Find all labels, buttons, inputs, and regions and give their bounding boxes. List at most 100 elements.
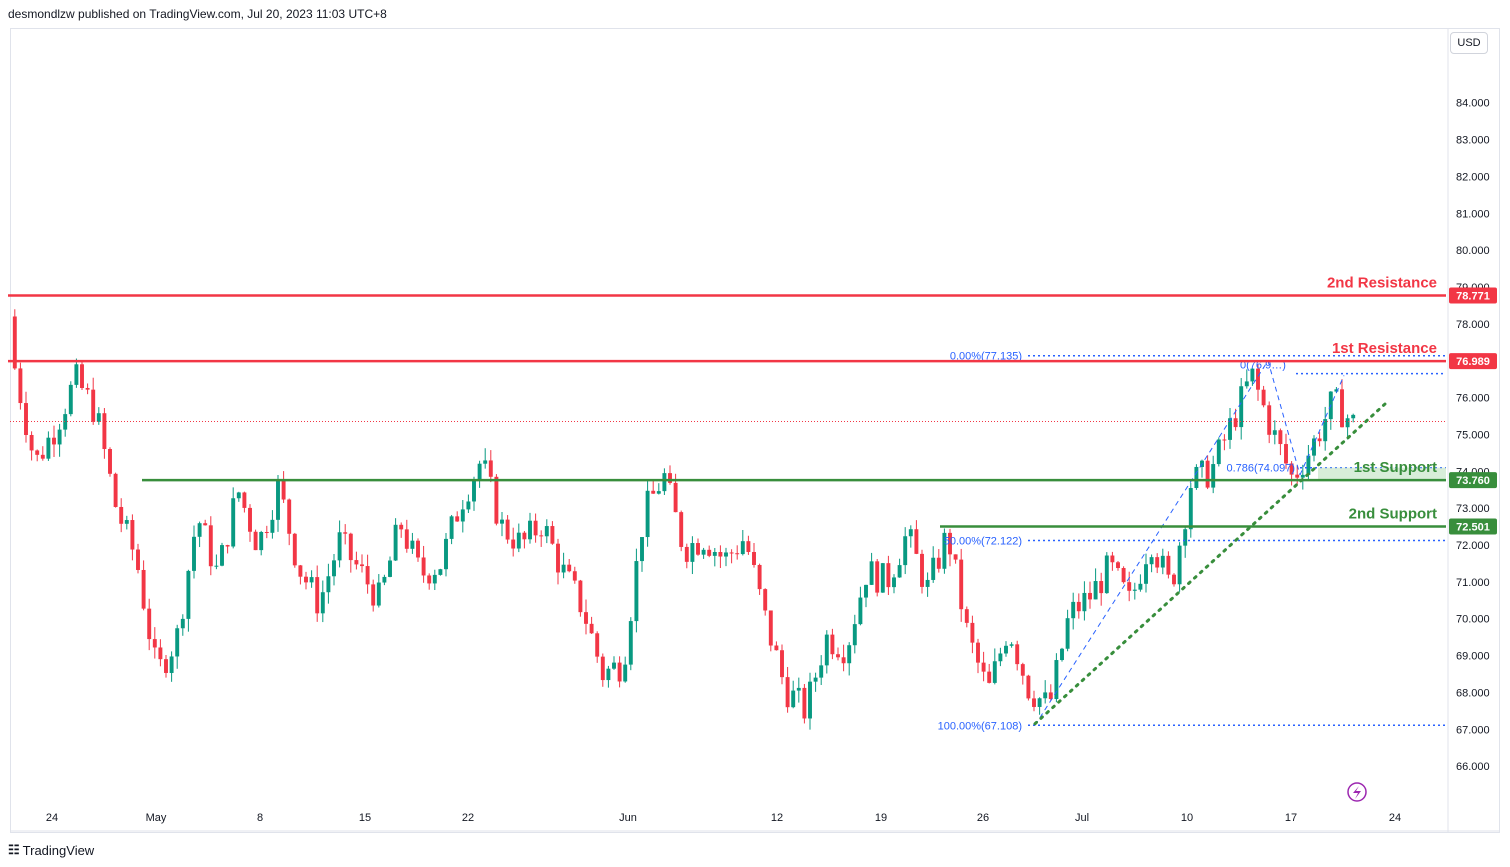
fib-trend-line [1034, 360, 1269, 726]
candle-body [214, 565, 219, 567]
candle-body [1054, 660, 1059, 700]
y-tick-label: 75.000 [1456, 429, 1490, 441]
candle-body [225, 545, 230, 547]
candle-body [1250, 368, 1255, 382]
price-tag-label: 73.760 [1456, 475, 1490, 487]
candle-body [1177, 545, 1182, 585]
candle-body [617, 662, 622, 682]
candle-body [365, 566, 370, 585]
candle-body [80, 364, 84, 388]
currency-selector[interactable]: USD [1450, 32, 1488, 54]
candle-body [561, 564, 566, 573]
candle-body [1127, 582, 1132, 591]
candle-body [320, 592, 325, 614]
candle-body [656, 491, 661, 494]
y-tick-label: 80.000 [1456, 245, 1490, 257]
candle-body [516, 532, 521, 549]
candle-body [455, 516, 460, 522]
candle-body [780, 650, 784, 678]
candle-body [1132, 589, 1137, 591]
candle-body [925, 579, 930, 587]
candle-body [606, 668, 611, 681]
candle-body [931, 557, 936, 580]
candle-body [1317, 438, 1322, 442]
level-label: 1st Support [1354, 459, 1437, 476]
candle-body [824, 634, 829, 666]
candle-body [1323, 419, 1328, 442]
candle-body [264, 532, 269, 534]
candle-body [1340, 389, 1344, 428]
candle-body [920, 553, 924, 587]
candle-body [304, 576, 308, 583]
fib-level-label: 50.00%(72.122) [944, 536, 1022, 548]
x-tick-label: Jun [619, 812, 637, 824]
candle-body [1272, 430, 1277, 435]
candle-body [1004, 645, 1008, 654]
candle-body [679, 512, 684, 547]
candle-body [914, 529, 919, 554]
candle-body [175, 628, 180, 657]
candle-body [981, 662, 986, 672]
candle-body [830, 634, 835, 655]
candle-body [785, 677, 790, 708]
candle-body [572, 571, 577, 581]
candle-body [886, 563, 891, 588]
fib-level-label: 0(76.9…) [1240, 359, 1286, 371]
candle-body [231, 498, 236, 547]
candle-body [91, 389, 96, 422]
candle-body [136, 549, 140, 570]
candle-body [612, 662, 616, 669]
candle-body [852, 624, 857, 646]
candle-body [1116, 562, 1120, 569]
candle-body [29, 434, 34, 451]
candle-body [539, 535, 544, 537]
candle-body [292, 533, 297, 566]
candle-body [253, 531, 258, 551]
candle-body [959, 559, 964, 610]
candle-body [360, 564, 364, 567]
price-tag-label: 76.989 [1456, 356, 1490, 368]
x-tick-label: 15 [359, 812, 371, 824]
candle-body [1228, 418, 1232, 440]
level-label: 2nd Resistance [1327, 274, 1437, 291]
candle-body [858, 597, 863, 625]
candle-body [427, 575, 432, 584]
candle-body [623, 664, 628, 682]
candle-body [281, 479, 286, 500]
candle-body [192, 536, 196, 571]
lightning-icon [1353, 786, 1361, 799]
chart-frame[interactable] [10, 28, 1500, 833]
y-tick-label: 72.000 [1456, 540, 1490, 552]
fib-trend-line [1299, 375, 1345, 476]
candle-body [259, 532, 264, 551]
candle-body [701, 549, 706, 555]
brand-label: TradingView [22, 842, 95, 858]
candle-body [712, 552, 717, 556]
y-tick-label: 78.000 [1456, 319, 1490, 331]
candle-body [1289, 463, 1294, 475]
price-tag [1449, 472, 1497, 489]
candle-body [987, 671, 992, 683]
candle-body [897, 565, 902, 578]
candle-body [1138, 583, 1143, 590]
candle-body [376, 582, 381, 606]
candle-body [908, 529, 913, 537]
candle-body [768, 610, 773, 646]
candle-body [119, 506, 124, 524]
candle-body [371, 584, 376, 606]
candle-body [651, 490, 656, 494]
candle-body [696, 543, 700, 555]
x-tick-label: 10 [1181, 812, 1193, 824]
candle-body [528, 520, 532, 540]
candle-body [880, 563, 885, 593]
candle-body [421, 557, 426, 576]
candle-body [1183, 529, 1188, 546]
candle-body [1082, 592, 1087, 612]
candle-body [74, 364, 79, 385]
candle-body [948, 532, 952, 555]
candle-body [724, 552, 728, 557]
footer-brand: ☷ TradingView [8, 842, 94, 858]
candle-body [729, 552, 734, 554]
lightning-icon [1347, 782, 1367, 802]
